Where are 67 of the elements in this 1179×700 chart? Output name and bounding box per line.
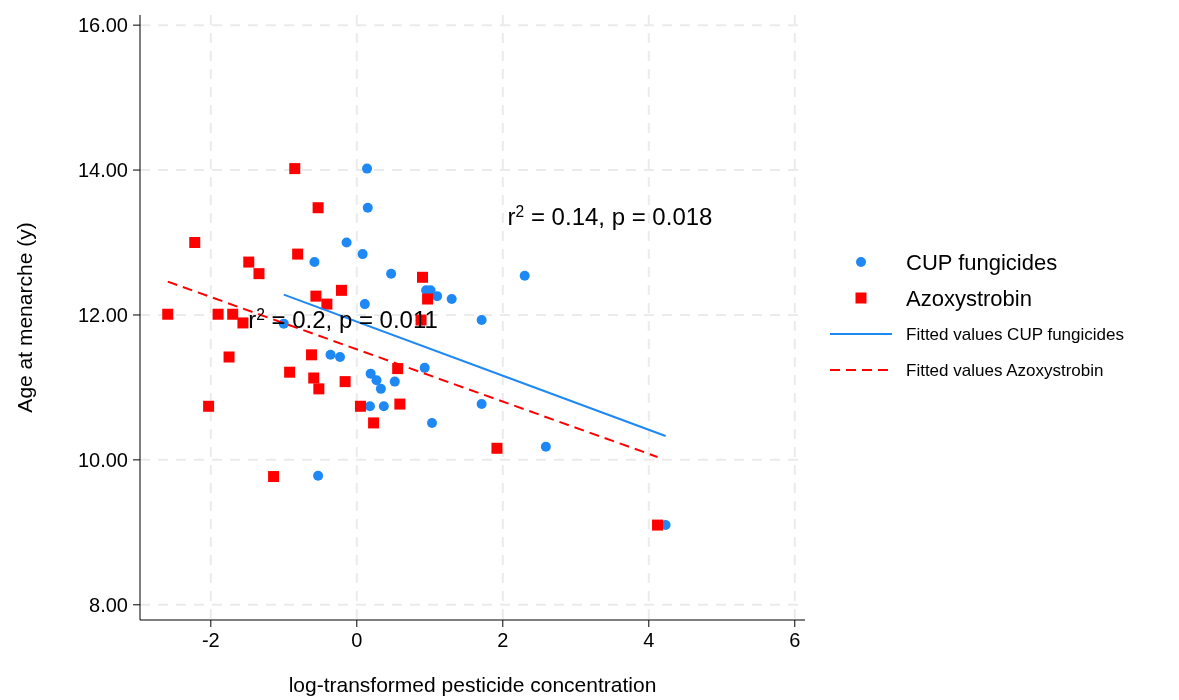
point xyxy=(446,294,457,305)
point xyxy=(419,362,430,373)
y-axis-title: Age at menarche (y) xyxy=(13,222,36,413)
point xyxy=(162,308,174,320)
annotation: r$^{2}$ = 0.14, p = 0.018 xyxy=(507,202,713,231)
point xyxy=(335,351,346,362)
point xyxy=(227,308,239,320)
point xyxy=(253,268,265,280)
legend-label: CUP fungicides xyxy=(906,249,1058,275)
point xyxy=(357,249,368,260)
point xyxy=(292,248,304,260)
y-tick-label: 14.00 xyxy=(77,159,128,182)
point xyxy=(386,268,397,279)
point xyxy=(335,284,347,296)
x-tick-label: 6 xyxy=(789,629,801,651)
point xyxy=(368,417,380,429)
point xyxy=(426,417,437,428)
y-tick-label: 16.00 xyxy=(77,14,128,37)
y-tick-label: 8.00 xyxy=(89,593,128,616)
point xyxy=(312,202,324,214)
point xyxy=(375,383,386,394)
point xyxy=(223,351,235,363)
x-tick-label: 4 xyxy=(643,629,655,651)
y-tick-label: 12.00 xyxy=(77,303,128,326)
point xyxy=(354,400,366,412)
point xyxy=(491,442,503,454)
point xyxy=(540,441,551,452)
point xyxy=(476,399,487,410)
point xyxy=(237,317,249,329)
point xyxy=(289,163,301,175)
point xyxy=(189,237,201,249)
point xyxy=(362,163,373,174)
legend-label: Fitted values CUP fungicides xyxy=(906,324,1124,344)
x-axis-title: log-transformed pesticide concentration xyxy=(288,673,657,696)
point xyxy=(212,308,224,320)
x-tick-label: -2 xyxy=(201,629,220,651)
point xyxy=(359,299,370,310)
point xyxy=(313,470,324,481)
point xyxy=(306,349,318,361)
point xyxy=(476,315,487,326)
point xyxy=(389,376,400,387)
point xyxy=(378,401,389,412)
point xyxy=(432,291,443,302)
point xyxy=(339,376,351,388)
point xyxy=(309,257,320,268)
point xyxy=(284,366,296,378)
point xyxy=(371,375,382,386)
point xyxy=(417,271,428,283)
point xyxy=(310,290,322,302)
y-tick-label: 10.00 xyxy=(77,448,128,471)
point xyxy=(394,398,406,410)
point xyxy=(313,383,325,395)
point xyxy=(364,401,375,412)
legend-label: Azoxystrobin xyxy=(906,285,1032,311)
legend-label: Fitted values Azoxystrobin xyxy=(906,360,1104,380)
point xyxy=(652,519,664,531)
point xyxy=(268,471,280,483)
point xyxy=(308,372,320,384)
point xyxy=(519,270,530,281)
x-tick-label: 0 xyxy=(351,629,363,651)
point xyxy=(325,349,336,360)
point xyxy=(341,237,352,248)
point xyxy=(243,256,255,268)
x-tick-label: 2 xyxy=(497,629,509,651)
point xyxy=(362,202,373,213)
point xyxy=(203,400,215,412)
point xyxy=(422,293,434,305)
